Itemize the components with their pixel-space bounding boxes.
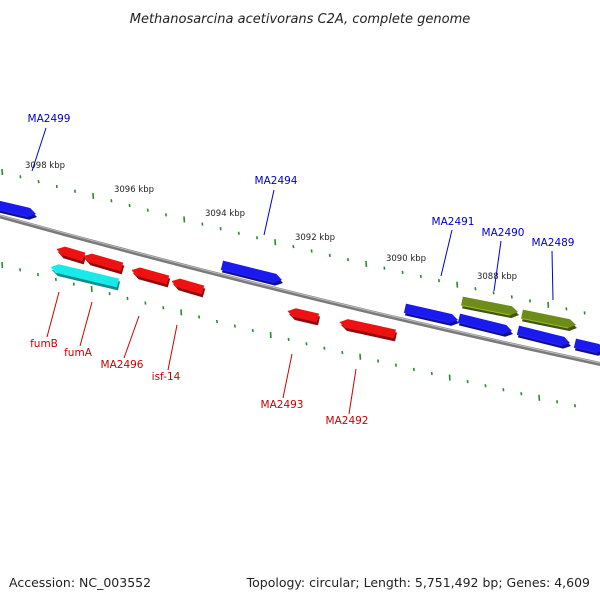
gene-label: MA2499 [28,113,71,125]
tick-label: 3092 kbp [295,233,335,243]
forward-gene [0,200,37,220]
label-leader-line [493,240,502,292]
tick-label: 3096 kbp [114,185,154,195]
gene-features [0,200,600,356]
rna-gene [50,264,121,291]
genome-backbone-highlight [0,214,600,364]
reverse-gene-fumB [56,246,87,265]
label-leader-line [551,250,554,301]
gene-label: MA2496 [101,359,144,371]
gene-label: MA2489 [532,237,575,249]
reverse-gene-MA2493 [287,308,321,326]
gene-label: fumA [64,347,93,359]
gene-label: MA2492 [326,415,369,427]
label-leader-line [31,127,47,172]
forward-gene [573,338,600,356]
reverse-gene-MA2492 [339,319,397,342]
pseudo-gene [461,296,519,319]
tick-labels: 3098 kbp 3096 kbp 3094 kbp 3092 kbp 3090 kbp… [25,161,517,282]
reverse-gene-isf-14 [171,278,206,298]
forward-gene-MA2494 [220,260,283,286]
gene-label: MA2494 [255,175,298,187]
label-leader-line [440,229,453,277]
label-leader-line [263,189,275,236]
tick-label: 3090 kbp [386,254,426,264]
reverse-gene-fumA [83,253,125,275]
backbone-layer [0,214,600,366]
label-leader-line [167,324,178,371]
tick-marks [1,168,586,408]
label-leader-line [282,353,293,399]
gene-labels: MA2494 MA2491 MA2490 MA2489 MA2496 isf-14 MA24… [28,113,575,427]
gene-label: MA2491 [432,216,475,228]
forward-gene-MA2491 [403,303,459,326]
gene-label: fumB [30,338,58,350]
gene-label: MA2493 [261,399,304,411]
label-leader-line [348,368,357,415]
map-title: Methanosarcina acetivorans C2A, complete… [130,12,471,27]
genome-backbone [0,214,600,366]
label-leader-line [46,291,60,338]
label-leader-line [123,315,140,359]
reverse-gene-MA2496 [131,267,171,288]
gene-label: isf-14 [152,371,181,383]
genome-summary-text: Topology: circular; Length: 5,751,492 bp… [246,575,590,590]
tick-label: 3088 kbp [477,272,517,282]
forward-gene-MA2489 [516,325,571,349]
tick-label: 3094 kbp [205,209,245,219]
gene-label: MA2490 [482,227,525,239]
accession-text: Accession: NC_003552 [9,575,151,590]
label-leader-line [79,301,93,347]
pseudo-gene [521,309,577,332]
forward-gene-MA2490 [457,313,513,337]
tick-label: 3098 kbp [25,161,65,171]
